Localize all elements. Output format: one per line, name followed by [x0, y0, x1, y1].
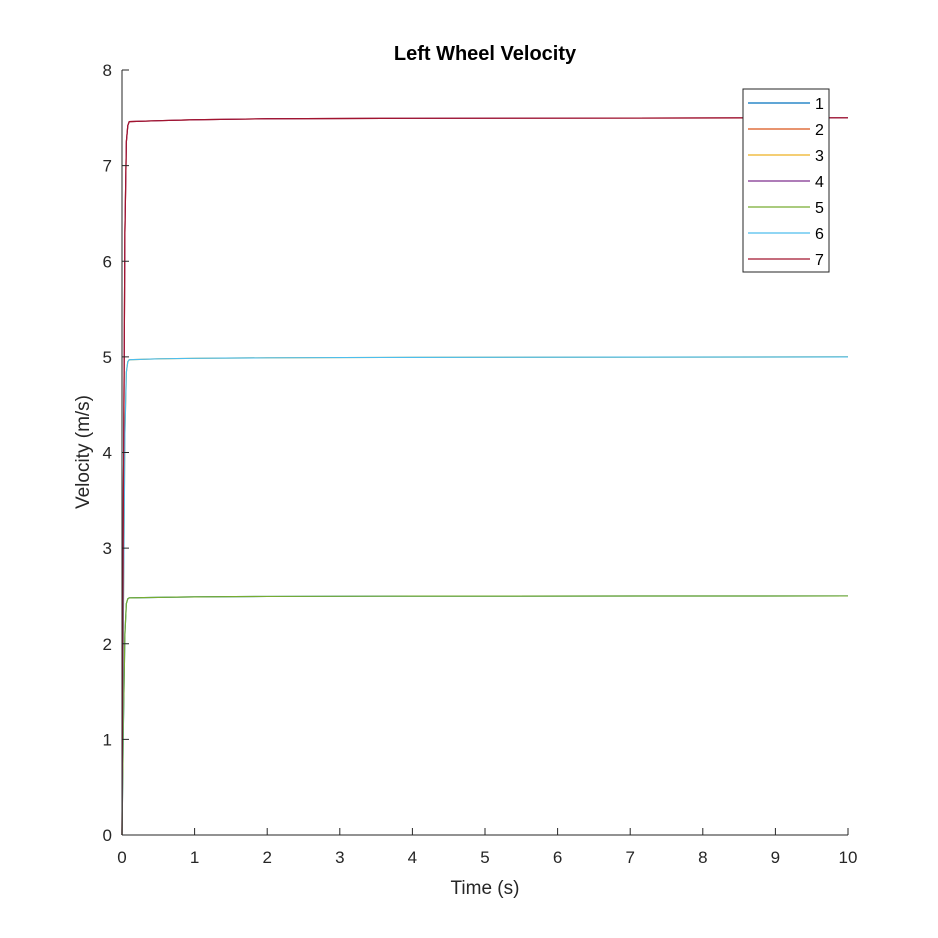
x-ticks-group: 0 1 2 3 4 5 6 7 8 9 10 — [117, 828, 857, 867]
legend-label-2: 2 — [815, 122, 824, 139]
y-tick-label: 2 — [103, 635, 112, 654]
y-tick-label: 5 — [103, 348, 112, 367]
axes-group: 0 1 2 3 4 5 6 7 8 9 10 0 1 2 3 4 5 6 7 8 — [103, 61, 858, 867]
legend-label-3: 3 — [815, 148, 824, 165]
legend-label-6: 6 — [815, 226, 824, 243]
x-tick-label: 1 — [190, 848, 199, 867]
y-tick-label: 7 — [103, 157, 112, 176]
x-tick-label: 2 — [262, 848, 271, 867]
y-ticks-group: 0 1 2 3 4 5 6 7 8 — [103, 61, 129, 845]
legend-label-7: 7 — [815, 252, 824, 269]
x-tick-label: 9 — [771, 848, 780, 867]
series-line-6 — [121, 356, 849, 836]
plot-series-group — [121, 117, 849, 836]
y-tick-label: 8 — [103, 61, 112, 80]
x-tick-label: 6 — [553, 848, 562, 867]
chart-title: Left Wheel Velocity — [394, 43, 577, 65]
x-tick-label: 10 — [839, 848, 858, 867]
x-tick-label: 7 — [625, 848, 634, 867]
series-line-5 — [121, 595, 849, 836]
legend: 1 2 3 4 5 6 7 — [742, 88, 830, 273]
y-tick-label: 6 — [103, 252, 112, 271]
legend-label-5: 5 — [815, 200, 824, 217]
y-axis-label: Velocity (m/s) — [73, 395, 94, 509]
series-line-7 — [121, 117, 849, 836]
y-tick-label: 4 — [103, 444, 112, 463]
legend-label-4: 4 — [815, 174, 824, 191]
legend-label-1: 1 — [815, 96, 824, 113]
x-axis-label: Time (s) — [451, 878, 520, 899]
x-tick-label: 8 — [698, 848, 707, 867]
x-tick-label: 4 — [408, 848, 417, 867]
y-tick-label: 3 — [103, 539, 112, 558]
y-tick-label: 1 — [103, 730, 112, 749]
x-tick-label: 5 — [480, 848, 489, 867]
x-tick-label: 3 — [335, 848, 344, 867]
x-tick-label: 0 — [117, 848, 126, 867]
y-tick-label: 0 — [103, 826, 112, 845]
legend-entries: 1 2 3 4 5 6 7 — [748, 96, 824, 269]
